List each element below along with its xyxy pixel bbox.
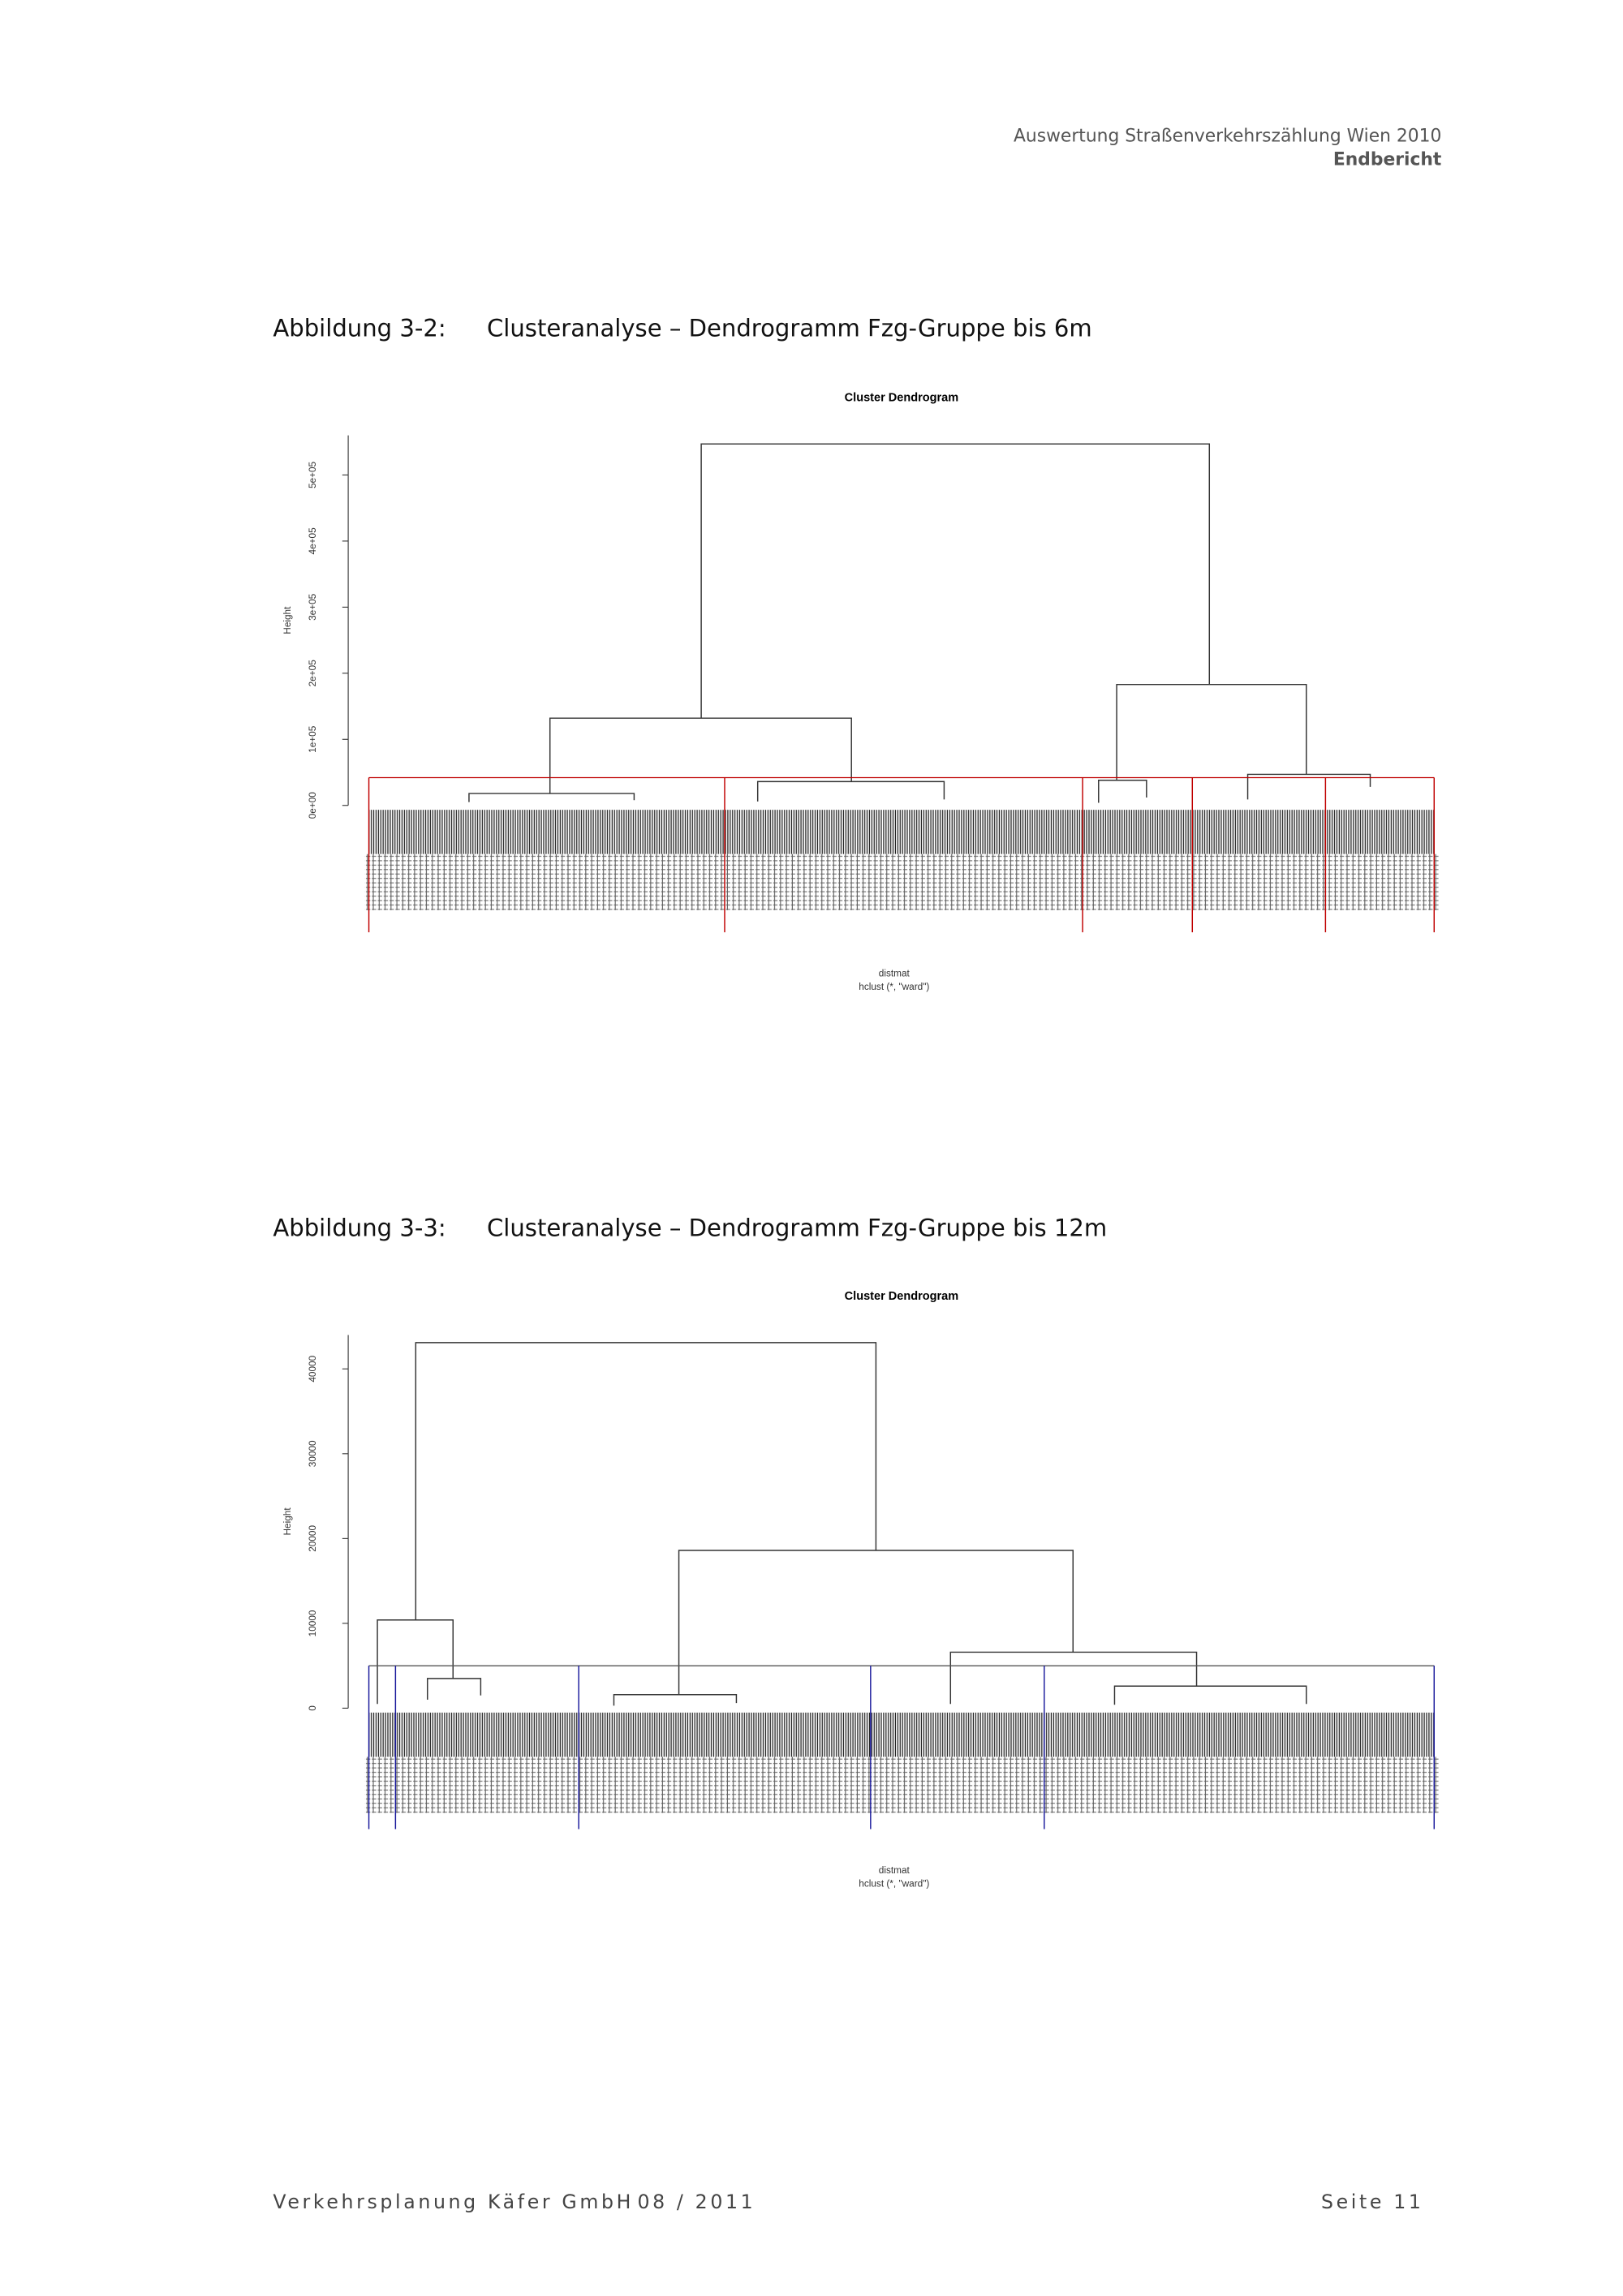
x-axis-sublabel: hclust (*, "ward") xyxy=(859,1877,929,1889)
chart-title: Cluster Dendrogram xyxy=(845,392,959,405)
dendrogram-link xyxy=(415,1342,877,1620)
dendrogram-link xyxy=(1113,1685,1307,1705)
figure-caption: Clusteranalyse – Dendrogramm Fzg-Gruppe … xyxy=(487,1215,1107,1242)
y-tick-label: 5e+05 xyxy=(307,461,318,488)
y-tick-label: 20000 xyxy=(307,1525,318,1552)
leaf-labels xyxy=(364,853,1439,910)
footer-page: Seite 11 xyxy=(1321,2191,1424,2213)
dendrogram-link xyxy=(756,780,945,802)
y-tick-label: 40000 xyxy=(307,1355,318,1382)
figure-caption: Clusteranalyse – Dendrogramm Fzg-Gruppe … xyxy=(487,315,1092,342)
leaves xyxy=(368,810,1435,854)
dendrogram-link xyxy=(549,717,852,794)
y-tick-label: 0 xyxy=(307,1705,318,1711)
y-tick-label: 1e+05 xyxy=(307,725,318,753)
dendrogram-link xyxy=(377,1619,454,1705)
leaf-labels xyxy=(364,1756,1439,1813)
x-axis-sublabel: hclust (*, "ward") xyxy=(859,981,929,992)
y-tick-label: 0e+00 xyxy=(307,792,318,819)
dendrogram-link xyxy=(1098,780,1147,803)
y-tick-label: 2e+05 xyxy=(307,660,318,687)
dendrogram-link xyxy=(949,1651,1198,1705)
dendrogram-link xyxy=(1116,683,1307,780)
dendrogram-link xyxy=(468,793,635,802)
chart-title: Cluster Dendrogram xyxy=(845,1290,959,1303)
header-subtitle: Endbericht xyxy=(1333,150,1441,170)
header-title: Auswertung Straßenverkehrszählung Wien 2… xyxy=(1014,127,1441,147)
y-tick-label: 10000 xyxy=(307,1610,318,1636)
y-axis-label: Height xyxy=(282,606,293,634)
y-axis-label: Height xyxy=(282,1507,293,1536)
y-tick-label: 30000 xyxy=(307,1440,318,1467)
figure-number: Abbildung 3-3: xyxy=(273,1215,446,1242)
dendrogram-link xyxy=(700,443,1211,719)
figure-number: Abbildung 3-2: xyxy=(273,315,446,342)
dendrogram-link xyxy=(1246,773,1371,800)
footer-date: 08 / 2011 xyxy=(637,2191,756,2213)
x-axis-label: distmat xyxy=(879,1864,911,1876)
leaves xyxy=(368,1712,1435,1757)
y-tick-label: 3e+05 xyxy=(307,593,318,621)
dendrogram-link xyxy=(427,1678,482,1700)
dendrogram-link xyxy=(678,1550,1074,1695)
x-axis-label: distmat xyxy=(879,968,911,979)
dendrogram-link xyxy=(613,1693,738,1706)
y-tick-label: 4e+05 xyxy=(307,527,318,555)
footer-company: Verkehrsplanung Käfer GmbH xyxy=(273,2191,634,2213)
